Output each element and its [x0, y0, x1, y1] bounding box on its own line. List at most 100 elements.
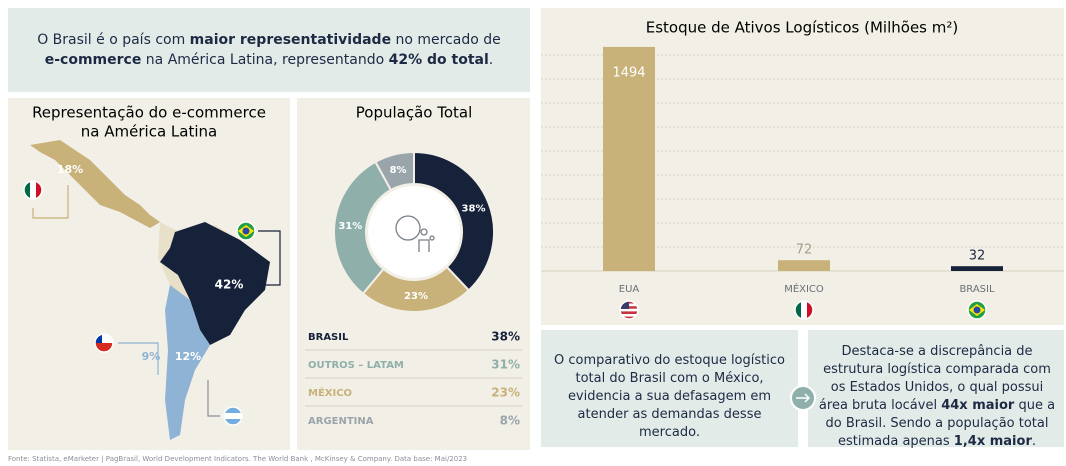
people-icon: [395, 215, 435, 252]
connector: [207, 380, 220, 417]
map-label: 9%: [142, 350, 161, 363]
flag: [619, 300, 639, 320]
flag-part: [807, 301, 813, 319]
flag-body: [95, 334, 113, 352]
flag-part: [30, 181, 36, 199]
flag-part: [801, 301, 807, 319]
donut-center: [368, 186, 460, 278]
flag: [94, 333, 114, 353]
text-segment: e-commerce: [44, 52, 142, 68]
text-segment: que a do Brasil. Sendo a população total…: [825, 398, 1056, 449]
map-label: 12%: [175, 350, 201, 363]
flag-part: [36, 181, 42, 199]
legend-value: 8%: [500, 414, 520, 428]
text-segment: Destaca-se a discrepância de estrutura l…: [818, 344, 1051, 413]
bar-value-label: 32: [969, 249, 986, 264]
connector: [118, 342, 159, 375]
text-segment: O Brasil é o país com: [37, 32, 190, 48]
note-box: [541, 330, 798, 447]
header-box: [8, 8, 530, 92]
pie-slice: [374, 150, 415, 192]
pie-slice: [413, 150, 495, 292]
brazil-shape: [160, 222, 270, 345]
bar: [778, 260, 830, 271]
map-title: Representação do e-commerce: [32, 104, 266, 122]
flag-border: [23, 180, 43, 200]
note-box: [808, 330, 1064, 447]
x-tick-label: BRASIL: [959, 284, 995, 295]
flag-border: [94, 333, 114, 353]
flag-border: [967, 300, 987, 320]
flag: [967, 300, 987, 320]
map-label: 18%: [57, 163, 83, 176]
flag-part: [224, 413, 242, 419]
flag-part: [95, 334, 102, 343]
legend-label: OUTROS – LATAM: [308, 360, 404, 371]
flag-body: [237, 222, 255, 240]
flag-body: [24, 181, 42, 199]
header-line: e-commerce na América Latina, representa…: [8, 50, 530, 70]
text-segment: .: [488, 52, 494, 68]
flag-part: [973, 306, 981, 314]
connector: [32, 185, 69, 219]
pie-label: 23%: [404, 291, 428, 302]
pie-label: 38%: [462, 203, 486, 214]
flag-part: [24, 181, 30, 199]
legend-label: BRASIL: [308, 332, 349, 343]
pie-label: 31%: [338, 221, 362, 232]
text-segment: .: [1031, 434, 1036, 449]
pie-title: População Total: [356, 104, 473, 122]
flag-part: [795, 301, 801, 319]
flag: [794, 300, 814, 320]
flag-part: [95, 343, 113, 352]
flag-part: [620, 311, 638, 314]
flag-part: [620, 316, 638, 319]
flag-part: [95, 334, 113, 343]
flag-part: [224, 419, 242, 425]
flag-border: [794, 300, 814, 320]
flag-border: [223, 406, 243, 426]
header-text: O Brasil é o país com maior representati…: [8, 30, 530, 70]
arrow: [796, 393, 811, 403]
argentina-chile-shape: [165, 285, 210, 440]
source: Fonte: Statista, eMarketer | PagBrasil, …: [8, 455, 468, 463]
text-segment: no mercado de: [391, 32, 501, 48]
flag-body: [795, 301, 813, 319]
flag-part: [620, 308, 638, 312]
flag-border: [619, 300, 639, 320]
flag-body: [968, 301, 986, 319]
flag-part: [242, 227, 250, 235]
legend-label: ARGENTINA: [308, 416, 374, 427]
legend-label: MÉXICO: [308, 386, 352, 399]
x-tick-label: EUA: [619, 284, 640, 295]
text-segment: na América Latina, representando: [141, 52, 389, 68]
pie-label: 8%: [390, 165, 407, 176]
mexico-shape: [30, 140, 160, 228]
x-tick-label: MÉXICO: [784, 282, 824, 295]
flag-part: [620, 314, 638, 317]
flag-body: [224, 407, 242, 425]
bar-value-label: 1494: [612, 65, 645, 80]
bar: [951, 266, 1003, 271]
note-text: Destaca-se a discrepância de estrutura l…: [818, 343, 1056, 451]
legend-value: 23%: [491, 386, 520, 400]
flag: [236, 221, 256, 241]
bar: [603, 46, 655, 272]
map: [30, 140, 281, 440]
table-lines: [305, 349, 522, 407]
flag: [23, 180, 43, 200]
legend-value: 38%: [491, 330, 520, 344]
bar-value-label: 72: [796, 243, 813, 258]
legend-value: 31%: [491, 358, 520, 372]
text-segment: 42% do total: [388, 52, 489, 68]
map-label: 42%: [215, 278, 244, 292]
flag: [223, 406, 243, 426]
text-segment: O comparativo do estoque logístico total…: [554, 353, 785, 440]
header-line: O Brasil é o país com maior representati…: [8, 30, 530, 50]
flag-body: [620, 301, 638, 319]
flag-border: [236, 221, 256, 241]
map-title: na América Latina: [81, 123, 217, 141]
text-segment: 44x maior: [941, 398, 1015, 413]
